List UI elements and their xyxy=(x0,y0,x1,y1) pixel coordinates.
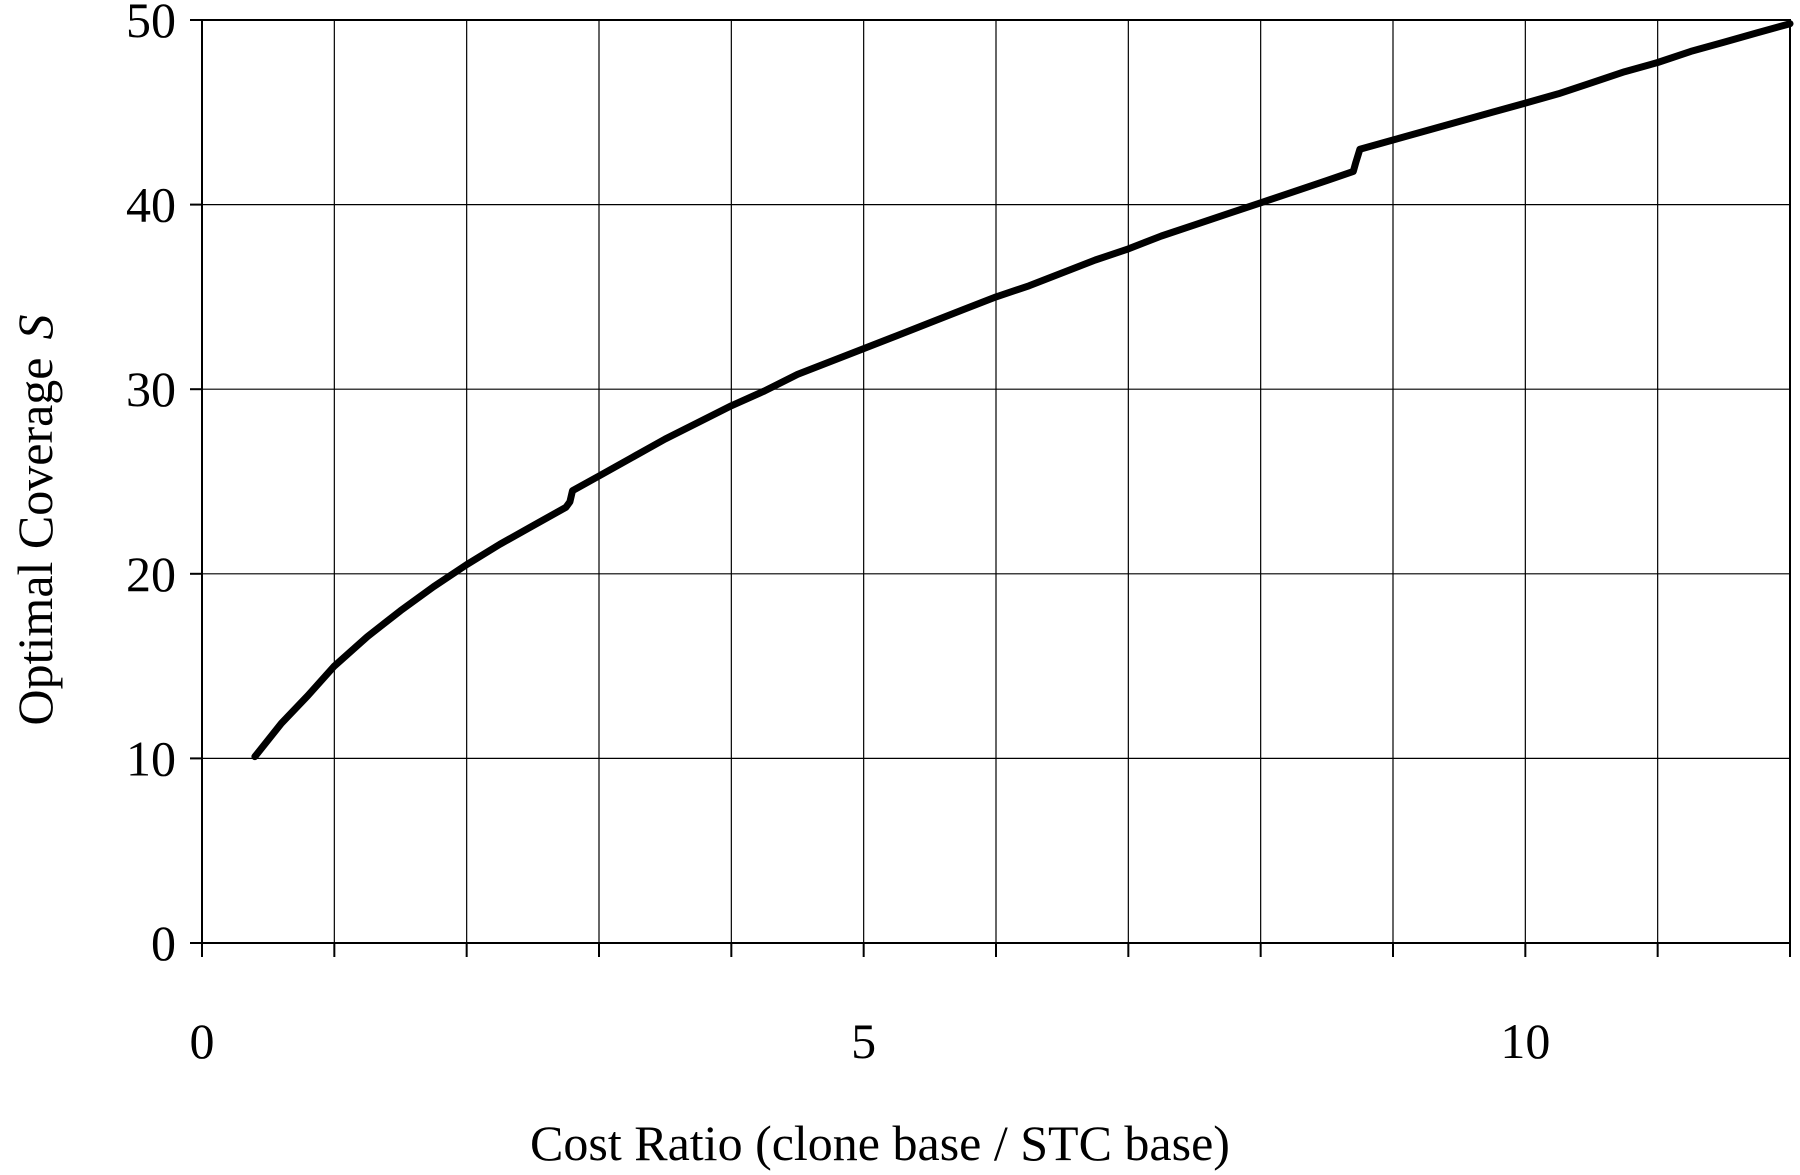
axis-ticks xyxy=(190,19,1791,957)
tick-labels: 0 10 20 30 40 50 0 5 10 xyxy=(126,0,1550,1069)
x-tick-label: 10 xyxy=(1500,1013,1550,1069)
y-tick-label: 50 xyxy=(126,0,176,48)
y-axis-title-group: Optimal Coverage S xyxy=(7,315,63,726)
y-axis-title: Optimal Coverage S xyxy=(7,315,63,726)
y-tick-label: 0 xyxy=(151,915,176,971)
gridlines xyxy=(202,20,1791,943)
y-tick-label: 40 xyxy=(126,177,176,233)
series-line xyxy=(251,20,1794,761)
y-axis-title-symbol: S xyxy=(7,315,63,340)
x-tick-label: 0 xyxy=(190,1013,215,1069)
y-tick-label: 30 xyxy=(126,361,176,417)
y-tick-label: 10 xyxy=(126,730,176,786)
y-tick-label: 20 xyxy=(126,546,176,602)
x-tick-label: 5 xyxy=(851,1013,876,1069)
x-axis-title: Cost Ratio (clone base / STC base) xyxy=(530,1115,1230,1171)
y-axis-title-text: Optimal Coverage xyxy=(7,358,63,726)
